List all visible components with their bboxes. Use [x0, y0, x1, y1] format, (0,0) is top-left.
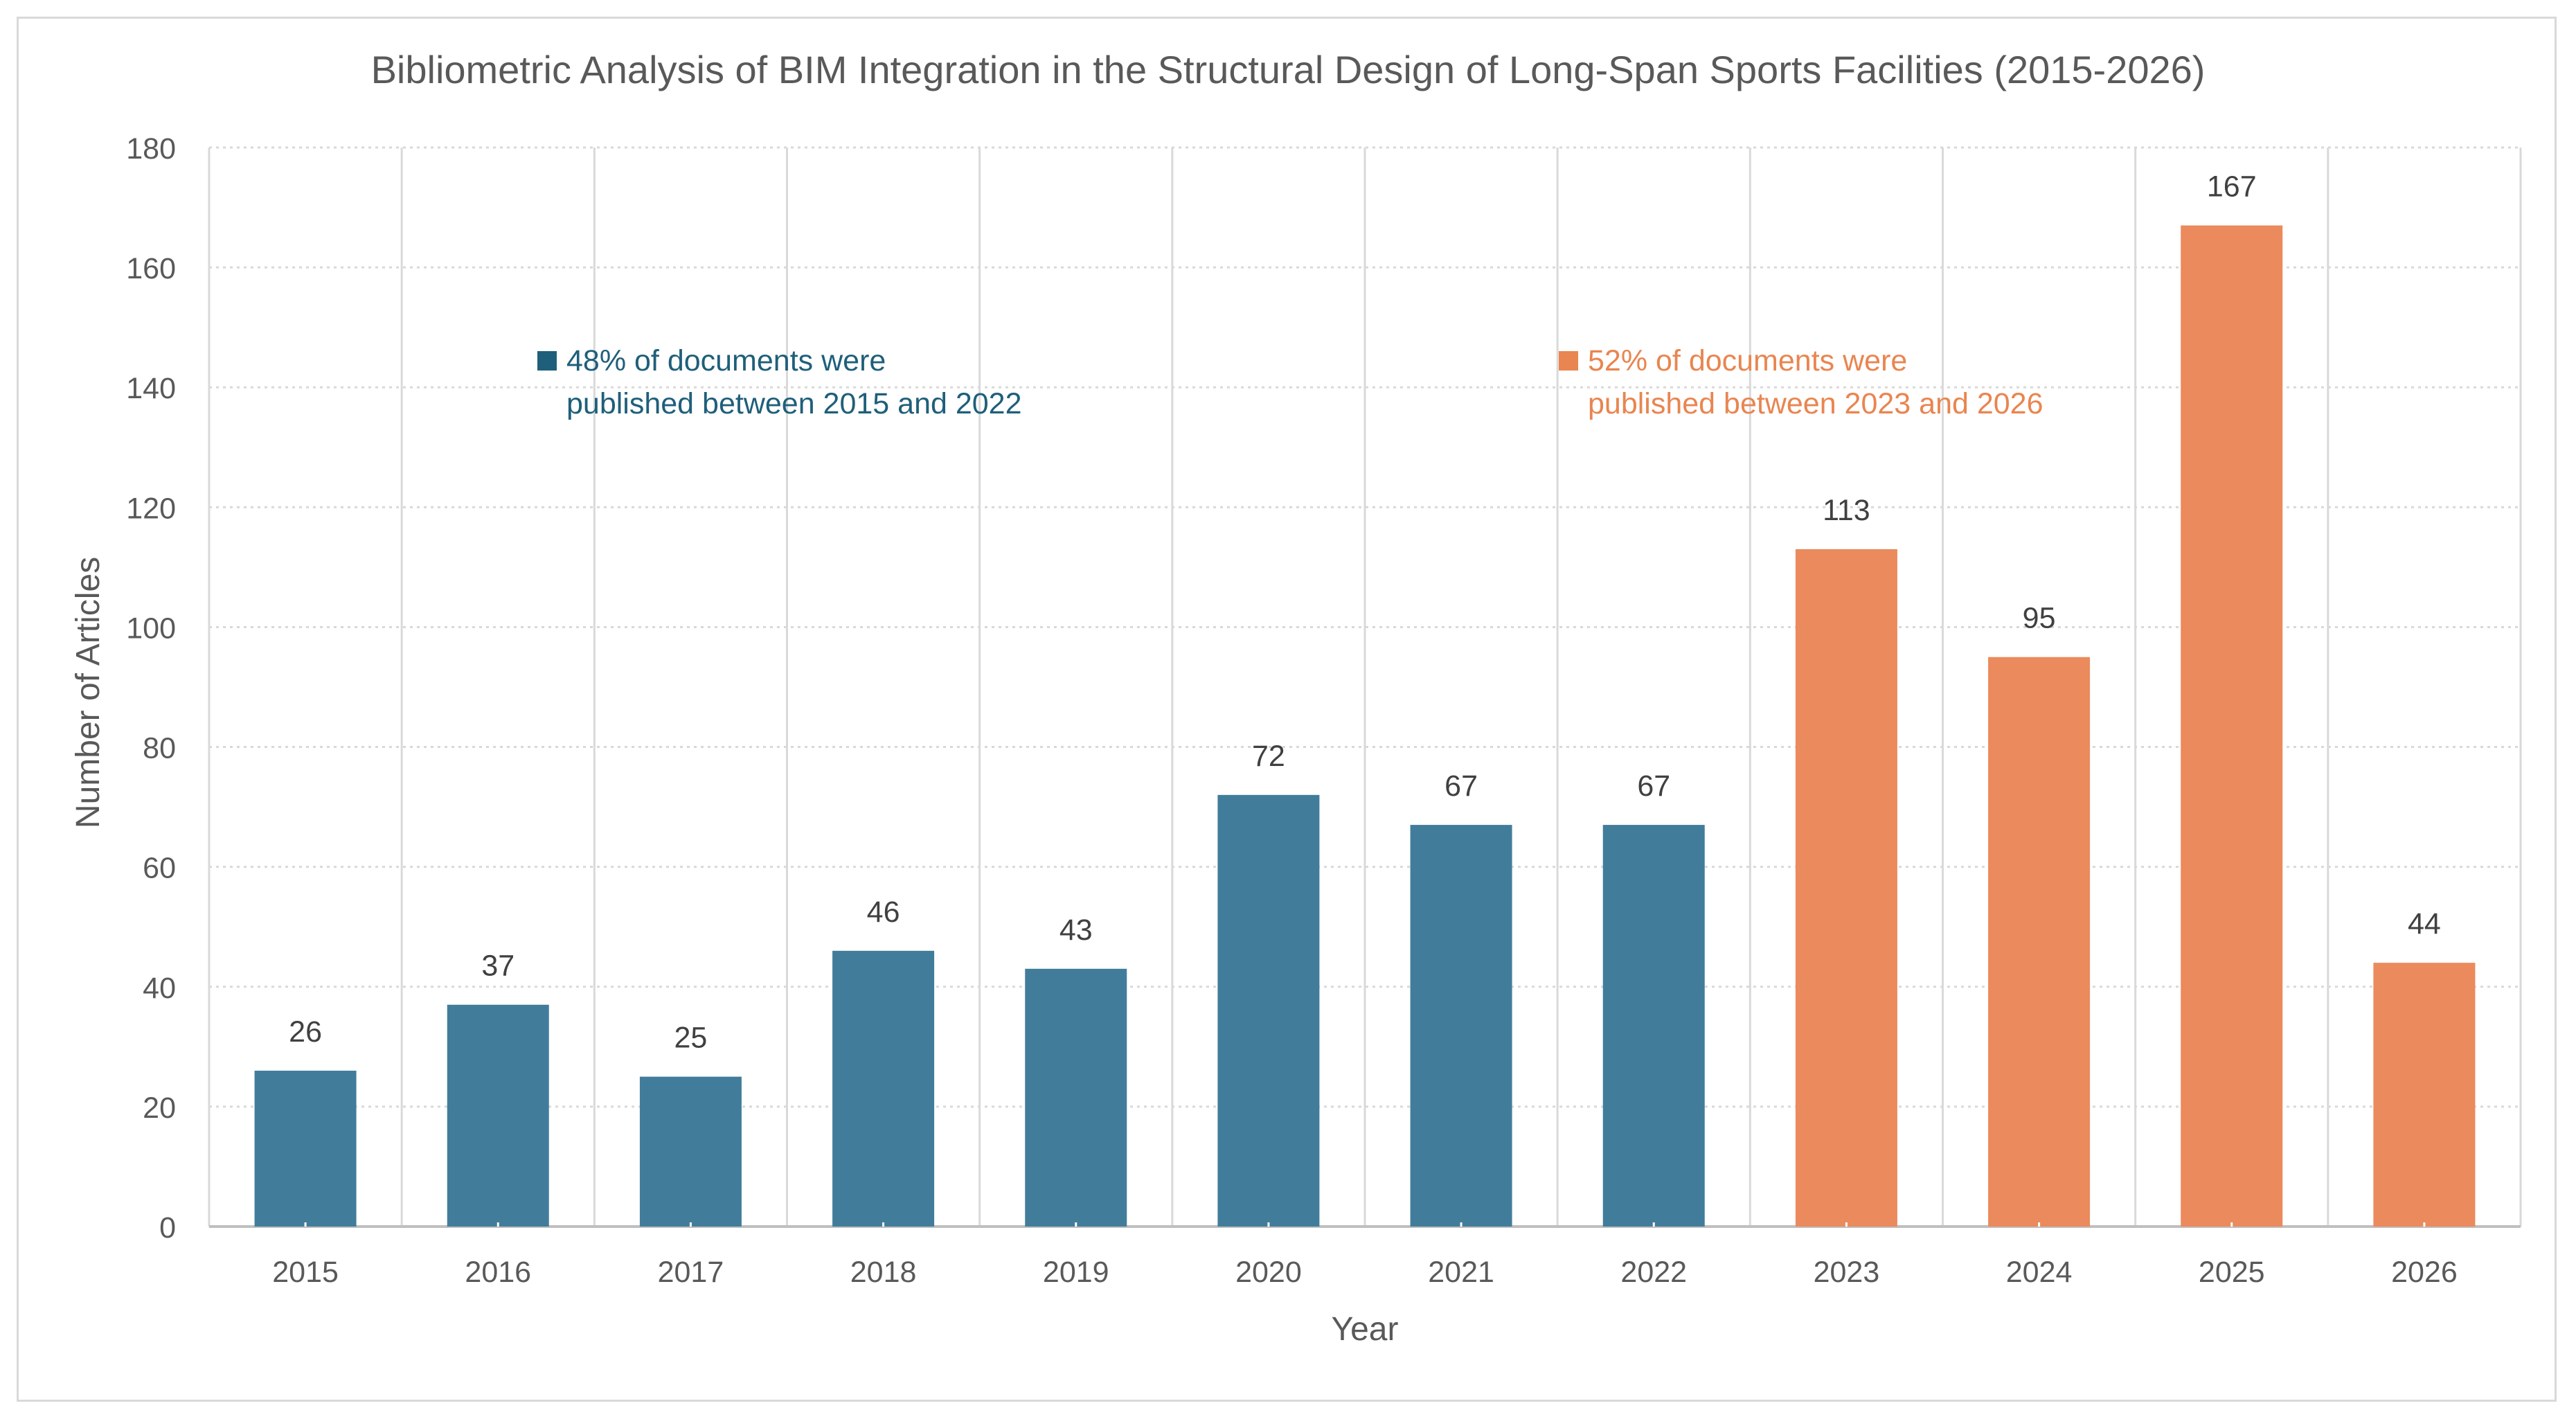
annotation-text-line1: 52% of documents were [1588, 344, 1908, 377]
annotation-2023-2026: 52% of documents were published between … [1559, 339, 2043, 425]
y-tick-label-20: 20 [143, 1091, 176, 1125]
gridlines [208, 146, 2522, 1228]
data-label-2020: 72 [1252, 740, 1285, 773]
data-label-2016: 37 [481, 950, 515, 983]
chart-frame [17, 17, 2557, 1402]
y-axis-label: Number of Articles [70, 557, 107, 828]
x-tick-label-2025: 2025 [2199, 1256, 2265, 1289]
y-tick-label-40: 40 [143, 972, 176, 1005]
data-label-2019: 43 [1059, 914, 1093, 947]
bar-2023 [1795, 549, 1897, 1227]
annotation-swatch-orange [1559, 351, 1578, 371]
bar-2015 [254, 1070, 357, 1227]
x-tick-label-2020: 2020 [1235, 1256, 1302, 1289]
annotation-text-line2: published between 2023 and 2026 [1588, 387, 2043, 420]
x-tick-label-2026: 2026 [2391, 1256, 2458, 1289]
x-tick-label-2015: 2015 [272, 1256, 339, 1289]
bar-2016 [447, 1004, 549, 1227]
bar-2018 [832, 950, 935, 1227]
bar-2022 [1602, 825, 1705, 1227]
data-labels: 26 37 25 46 43 72 67 67 113 95 167 44 [289, 170, 2441, 1055]
y-tick-label-60: 60 [143, 852, 176, 885]
x-tick-label-2018: 2018 [850, 1256, 917, 1289]
data-label-2021: 67 [1444, 769, 1478, 803]
bar-2019 [1025, 968, 1127, 1227]
y-tick-label-160: 160 [126, 252, 176, 285]
annotation-text-line2: published between 2015 and 2022 [566, 387, 1022, 420]
data-label-2026: 44 [2408, 907, 2441, 941]
bar-2020 [1217, 794, 1320, 1227]
x-tick-label-2021: 2021 [1428, 1256, 1494, 1289]
x-tick-label-2022: 2022 [1620, 1256, 1687, 1289]
data-label-2023: 113 [1823, 494, 1870, 527]
x-tick-label-2023: 2023 [1814, 1256, 1880, 1289]
chart-title: Bibliometric Analysis of BIM Integration… [371, 48, 2206, 91]
x-tick-label-2016: 2016 [465, 1256, 531, 1289]
data-label-2024: 95 [2023, 602, 2056, 635]
annotation-swatch-blue [537, 351, 557, 371]
y-tick-label-100: 100 [126, 612, 176, 645]
y-tick-label-120: 120 [126, 492, 176, 525]
bars [254, 225, 2476, 1227]
x-tick-label-2019: 2019 [1043, 1256, 1109, 1289]
y-tick-label-140: 140 [126, 372, 176, 405]
x-axis-label: Year [1332, 1311, 1399, 1348]
bar-2026 [2373, 963, 2476, 1227]
data-label-2022: 67 [1637, 769, 1670, 803]
bar-2017 [639, 1076, 742, 1227]
y-tick-label-80: 80 [143, 732, 176, 765]
bar-2024 [1988, 657, 2091, 1227]
bar-2025 [2181, 225, 2283, 1227]
data-label-2017: 25 [674, 1022, 707, 1055]
data-label-2025: 167 [2207, 170, 2257, 204]
x-axis-ticks: 2015 2016 2017 2018 2019 2020 2021 2022 2023 2024… [272, 1256, 2458, 1289]
bar-2021 [1410, 825, 1512, 1227]
y-axis-ticks: 0 20 40 60 80 100 120 140 160 180 [126, 132, 176, 1245]
x-tick-label-2024: 2024 [2006, 1256, 2073, 1289]
y-tick-label-180: 180 [126, 132, 176, 166]
annotation-text-line1: 48% of documents were [566, 344, 886, 377]
data-label-2015: 26 [289, 1015, 322, 1049]
data-label-2018: 46 [867, 895, 900, 929]
x-tick-label-2017: 2017 [658, 1256, 724, 1289]
annotation-2015-2022: 48% of documents were published between … [537, 339, 1022, 425]
y-tick-label-0: 0 [159, 1211, 176, 1245]
